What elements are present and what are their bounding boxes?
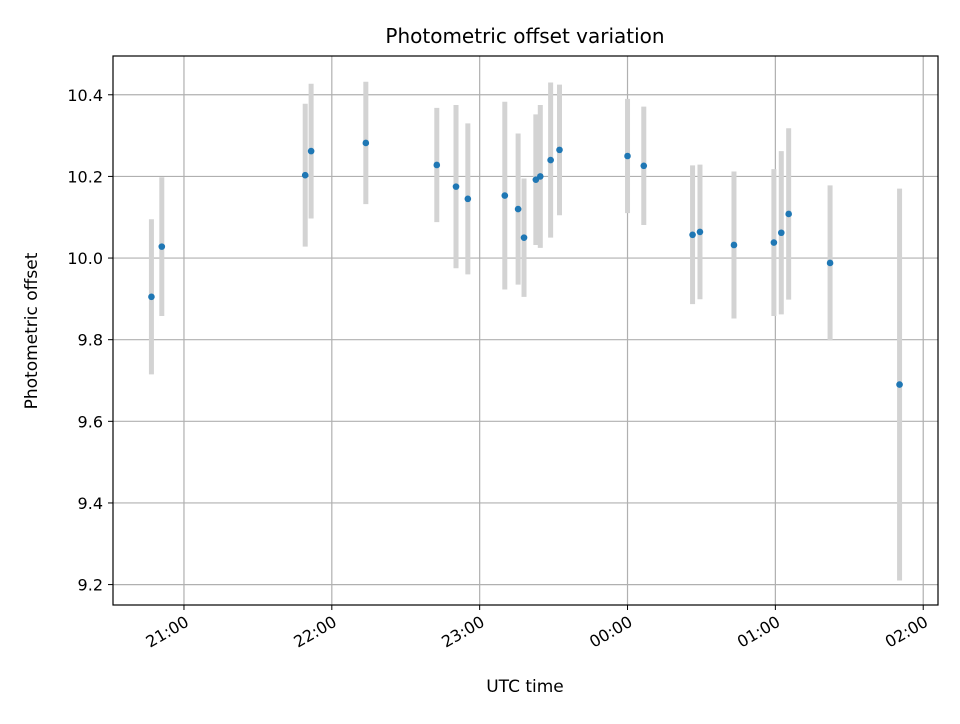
y-tick-label: 9.6	[78, 412, 103, 431]
y-tick-label: 10.0	[67, 249, 103, 268]
data-point	[514, 205, 522, 213]
data-point	[501, 192, 509, 199]
data-point	[556, 146, 563, 154]
y-tick-label: 10.2	[67, 167, 103, 186]
y-tick-label: 9.2	[78, 576, 103, 595]
data-point	[640, 162, 648, 170]
data-point	[148, 293, 155, 301]
y-tick-label: 9.4	[78, 494, 103, 513]
data-point	[624, 152, 631, 160]
data-point	[689, 231, 696, 239]
data-point	[452, 183, 460, 190]
data-point	[730, 241, 738, 249]
data-point	[362, 139, 370, 147]
data-point	[896, 381, 903, 388]
data-point	[301, 171, 309, 179]
x-axis-label: UTC time	[486, 677, 564, 697]
data-point	[536, 173, 544, 180]
data-point	[547, 156, 554, 164]
data-point	[464, 195, 472, 203]
data-point	[158, 243, 166, 250]
data-point	[770, 239, 778, 246]
y-axis-label: Photometric offset	[22, 252, 42, 409]
data-points	[148, 139, 903, 388]
data-point	[433, 161, 441, 169]
data-point	[777, 229, 785, 237]
grid-lines	[113, 56, 938, 605]
data-point	[520, 234, 528, 241]
data-point	[696, 228, 704, 236]
data-point	[785, 210, 792, 218]
data-point	[826, 259, 834, 267]
chart-title: Photometric offset variation	[385, 24, 664, 48]
y-tick-label: 10.4	[67, 86, 103, 105]
plot-frame	[112, 55, 939, 606]
y-tick-label: 9.8	[78, 331, 103, 350]
data-point	[307, 147, 315, 155]
